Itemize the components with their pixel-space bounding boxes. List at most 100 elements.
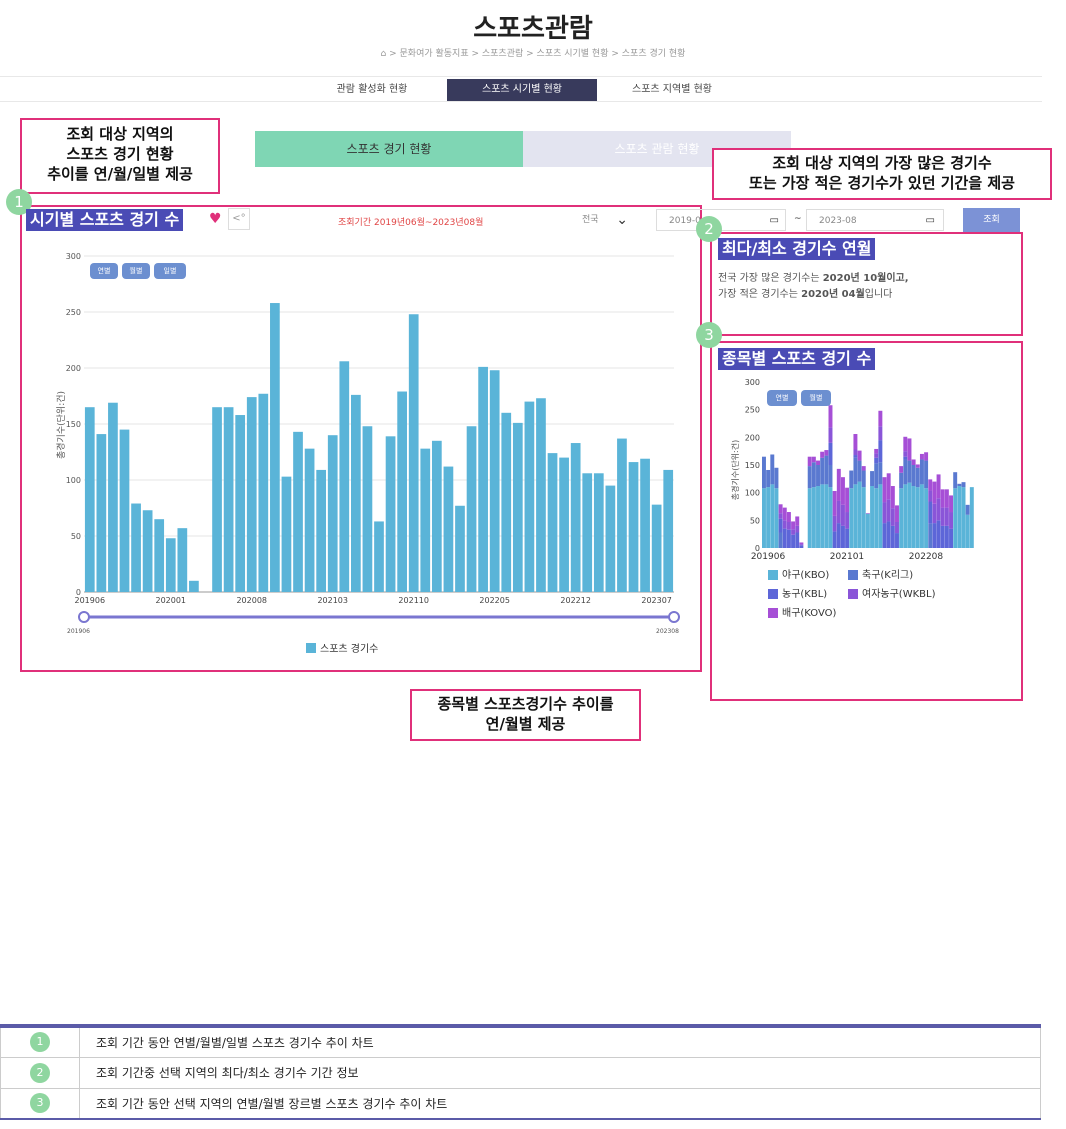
y-tick-label: 250 xyxy=(745,406,760,415)
stacked-bar-segment xyxy=(770,454,775,485)
stacked-bar-segment xyxy=(861,470,866,488)
stacked-bar-segment xyxy=(924,488,929,548)
stacked-bar-segment xyxy=(836,500,841,524)
callout-trend-info: 조회 대상 지역의 스포츠 경기 현황 추이를 연/월/일별 제공 xyxy=(20,118,220,194)
heart-icon[interactable]: ♥ xyxy=(209,211,222,227)
bar xyxy=(212,407,222,592)
callout-line: 종목별 스포츠경기수 추이를 xyxy=(437,695,614,713)
stacked-bar-segment xyxy=(791,521,796,530)
stacked-bar-segment xyxy=(944,489,949,508)
bar xyxy=(96,434,107,592)
stacked-bar-segment xyxy=(878,440,883,463)
tab-viewing-activity[interactable]: 관람 활성화 현황 xyxy=(336,84,408,95)
stacked-bar-segment xyxy=(965,514,970,548)
stacked-bar-segment xyxy=(961,487,966,548)
stacked-bar-segment xyxy=(870,486,875,548)
legend-swatch xyxy=(848,589,858,599)
legend-item[interactable]: 여자농구(WKBL) xyxy=(848,585,958,604)
stacked-bar-segment xyxy=(940,489,945,508)
y-tick-label: 50 xyxy=(750,516,760,525)
stacked-bar-segment xyxy=(824,455,829,485)
legend-label: 여자농구(WKBL) xyxy=(862,589,936,600)
stacked-bar-segment xyxy=(874,453,879,458)
legend-item[interactable]: 농구(KBL) xyxy=(768,585,848,604)
legend-item[interactable]: 배구(KOVO) xyxy=(768,604,848,623)
bar xyxy=(582,473,593,592)
table-row: 1 조회 기간 동안 연별/월별/일별 스포츠 경기수 추이 차트 xyxy=(0,1026,1041,1058)
stacked-bar-segment xyxy=(953,488,958,548)
legend-swatch xyxy=(768,608,778,618)
yearly-button[interactable]: 연별 xyxy=(90,263,118,279)
stacked-bar-segment xyxy=(824,450,829,456)
bar xyxy=(142,510,153,592)
stacked-bar-segment xyxy=(928,479,933,491)
y-tick-label: 100 xyxy=(66,476,81,485)
stacked-bar-segment xyxy=(886,521,891,548)
callout-line: 스포츠 경기 현황 xyxy=(66,145,174,163)
stacked-bar-segment xyxy=(886,499,891,522)
calendar-icon[interactable]: ▭ xyxy=(925,215,935,226)
date-to-input[interactable]: 2023-08 ▭ xyxy=(806,209,944,231)
stacked-bar-segment xyxy=(778,518,783,533)
stacked-bar-segment xyxy=(795,532,800,548)
bar xyxy=(154,519,165,592)
stacked-bar-segment xyxy=(957,486,962,548)
bar xyxy=(397,391,407,592)
stacked-bar-segment xyxy=(849,470,854,489)
stacked-bar-segment xyxy=(932,481,937,504)
bar xyxy=(547,453,558,592)
stacked-bar-segment xyxy=(911,459,916,465)
date-separator: ~ xyxy=(794,214,802,224)
stacked-bar-segment xyxy=(953,472,958,489)
monthly-button[interactable]: 월별 xyxy=(122,263,150,279)
tab-sports-by-period[interactable]: 스포츠 시기별 현황 xyxy=(447,79,597,101)
legend-item[interactable]: 축구(K리그) xyxy=(848,566,958,585)
callout-line: 연/월별 제공 xyxy=(485,715,566,733)
range-slider-start-handle[interactable] xyxy=(78,611,90,623)
x-tick-label: 202212 xyxy=(560,596,591,605)
x-tick-label: 202110 xyxy=(398,596,429,605)
bar xyxy=(177,528,188,592)
subtab-sports-games[interactable]: 스포츠 경기 현황 xyxy=(255,131,523,167)
marker-3: 3 xyxy=(696,322,722,348)
range-slider-end-handle[interactable] xyxy=(668,611,680,623)
y-axis-label: 총경기수(단위:건) xyxy=(730,440,740,500)
stacked-bar-segment xyxy=(811,487,816,548)
calendar-icon[interactable]: ▭ xyxy=(769,215,779,226)
callout-line: 추이를 연/월/일별 제공 xyxy=(47,165,193,183)
y-tick-label: 300 xyxy=(66,252,81,261)
search-button[interactable]: 조회 xyxy=(963,208,1020,232)
max-text-prefix: 전국 가장 많은 경기수는 xyxy=(718,273,823,284)
stacked-bar-segment xyxy=(924,460,929,489)
bar xyxy=(270,303,280,592)
period-chart: 0 50 100 150 200 250 300 201906 202001 202008 202… xyxy=(55,252,680,655)
x-tick-label: 202208 xyxy=(909,552,944,562)
row-description: 조회 기간중 선택 지역의 최다/최소 경기수 기간 정보 xyxy=(79,1057,1041,1089)
bar xyxy=(628,462,639,592)
stacked-bar-segment xyxy=(836,468,841,501)
stacked-bar-segment xyxy=(782,507,787,521)
yearly-button[interactable]: 연별 xyxy=(767,390,797,406)
stacked-bar-segment xyxy=(915,464,920,468)
stacked-bar-segment xyxy=(915,487,920,548)
bar xyxy=(374,521,384,592)
legend-label[interactable]: 스포츠 경기수 xyxy=(320,642,378,655)
monthly-button[interactable]: 월별 xyxy=(801,390,831,406)
stacked-bar-segment xyxy=(882,477,887,503)
stacked-bar-segment xyxy=(936,498,941,521)
daily-button[interactable]: 일별 xyxy=(154,263,186,279)
stacked-bar-segment xyxy=(820,457,825,485)
stacked-bar-segment xyxy=(849,488,854,548)
region-select[interactable]: 전국 ⌄ xyxy=(570,209,636,231)
bar xyxy=(408,314,419,592)
stacked-bar-segment xyxy=(874,457,879,464)
stacked-bar-segment xyxy=(936,520,941,548)
tab-sports-by-region[interactable]: 스포츠 지역별 현황 xyxy=(632,84,712,95)
bar xyxy=(119,429,130,592)
legend-swatch xyxy=(848,570,858,580)
range-end-label: 202308 xyxy=(656,628,679,635)
legend-item[interactable]: 야구(KBO) xyxy=(768,566,848,585)
bar xyxy=(478,366,488,592)
share-icon[interactable]: <° xyxy=(228,208,250,230)
stacked-bar-segment xyxy=(903,456,908,460)
